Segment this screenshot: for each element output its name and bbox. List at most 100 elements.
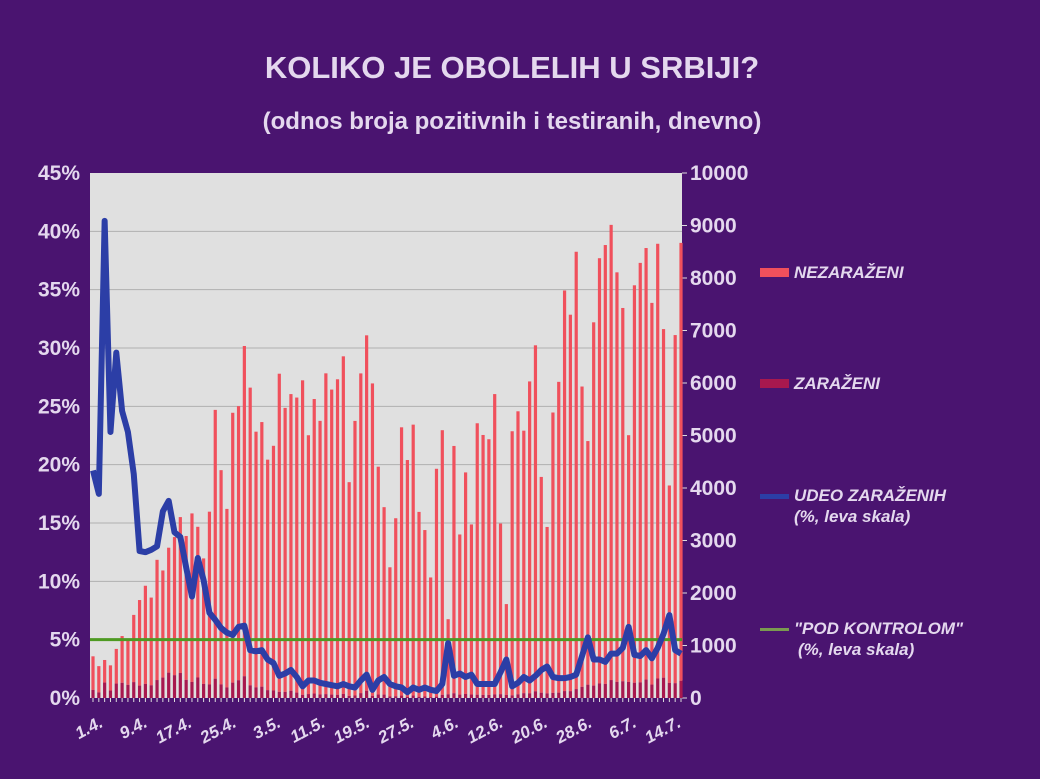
bar-zarazeni <box>289 690 293 698</box>
bar-zarazeni <box>679 680 683 698</box>
bar-zarazeni <box>283 691 287 698</box>
bar-nezarazeni <box>498 523 503 695</box>
legend-line-icon <box>760 494 789 499</box>
x-tick-label: 19.5. <box>330 713 372 748</box>
bar-nezarazeni <box>568 314 572 692</box>
bar-zarazeni <box>429 697 433 698</box>
bar-nezarazeni <box>225 508 229 688</box>
bar-zarazeni <box>656 678 660 698</box>
bar-nezarazeni <box>539 476 543 693</box>
bar-nezarazeni <box>551 412 555 693</box>
bar-zarazeni <box>580 686 584 698</box>
bar-zarazeni <box>533 691 538 698</box>
bar-nezarazeni <box>411 424 415 696</box>
bar-zarazeni <box>417 696 421 698</box>
bar-nezarazeni <box>300 380 305 695</box>
bar-nezarazeni <box>260 422 264 687</box>
bar-zarazeni <box>213 678 217 698</box>
bar-nezarazeni <box>155 559 159 681</box>
bar-zarazeni <box>463 693 468 698</box>
bar-zarazeni <box>91 689 95 698</box>
right-tick-label: 2000 <box>690 582 737 605</box>
bar-zarazeni <box>609 680 613 698</box>
bar-nezarazeni <box>365 335 369 691</box>
right-tick-label: 5000 <box>690 425 737 448</box>
chart-title: KOLIKO JE OBOLELIH U SRBIJI? <box>264 50 760 85</box>
bar-nezarazeni <box>679 242 683 681</box>
bar-zarazeni <box>446 694 450 698</box>
bar-nezarazeni <box>574 251 578 690</box>
bar-zarazeni <box>405 696 409 698</box>
bar-zarazeni <box>615 681 619 698</box>
bar-nezarazeni <box>341 356 345 694</box>
right-tick-label: 7000 <box>690 320 737 343</box>
bar-nezarazeni <box>277 373 281 692</box>
bar-zarazeni <box>592 685 596 698</box>
bar-zarazeni <box>347 695 351 698</box>
bar-nezarazeni <box>562 290 567 692</box>
bar-zarazeni <box>300 694 305 698</box>
bar-zarazeni <box>178 673 182 698</box>
left-tick-label: 5% <box>50 629 81 652</box>
right-tick-label: 3000 <box>690 530 737 553</box>
bar-zarazeni <box>219 684 223 698</box>
bar-zarazeni <box>487 694 491 698</box>
bar-zarazeni <box>254 687 258 698</box>
bar-nezarazeni <box>673 335 677 684</box>
bar-zarazeni <box>236 680 241 698</box>
bar-nezarazeni <box>632 285 637 683</box>
bar-nezarazeni <box>452 445 456 694</box>
bar-zarazeni <box>132 682 136 698</box>
bar-nezarazeni <box>440 430 444 695</box>
bar-nezarazeni <box>429 577 433 698</box>
bar-zarazeni <box>597 683 602 698</box>
bar-zarazeni <box>126 684 130 698</box>
bar-zarazeni <box>528 693 532 698</box>
bar-nezarazeni <box>254 431 258 688</box>
bar-zarazeni <box>574 689 578 698</box>
bar-zarazeni <box>481 694 485 698</box>
bar-nezarazeni <box>330 389 334 695</box>
bar-nezarazeni <box>545 526 549 694</box>
bar-nezarazeni <box>504 604 508 695</box>
bar-nezarazeni <box>242 345 246 677</box>
bar-nezarazeni <box>137 600 142 686</box>
bar-nezarazeni <box>463 472 468 694</box>
bar-nezarazeni <box>423 530 427 697</box>
legend-swatch-icon <box>760 268 789 277</box>
bar-nezarazeni <box>283 407 287 692</box>
bar-nezarazeni <box>650 302 654 685</box>
bar-zarazeni <box>137 685 142 698</box>
left-tick-label: 35% <box>38 279 80 302</box>
bar-zarazeni <box>667 682 671 698</box>
bar-nezarazeni <box>126 640 130 685</box>
bar-nezarazeni <box>231 412 235 683</box>
x-tick-label: 17.4. <box>152 713 194 748</box>
bar-zarazeni <box>516 694 520 698</box>
bar-zarazeni <box>370 695 375 698</box>
x-tick-label: 1.4. <box>72 713 106 743</box>
right-tick-label: 8000 <box>690 267 737 290</box>
legend-label: UDEO ZARAŽENIH <box>794 486 947 505</box>
bar-zarazeni <box>650 684 654 698</box>
bar-zarazeni <box>423 696 427 698</box>
legend-label: "POD KONTROLOM" <box>794 619 964 638</box>
bar-zarazeni <box>184 679 188 698</box>
bar-zarazeni <box>242 676 246 698</box>
bar-nezarazeni <box>219 470 223 685</box>
right-tick-label: 4000 <box>690 477 737 500</box>
bar-zarazeni <box>440 694 444 698</box>
x-tick-label: 11.5. <box>287 713 328 747</box>
bar-zarazeni <box>207 684 212 698</box>
bar-zarazeni <box>638 682 642 698</box>
bar-nezarazeni <box>120 636 124 683</box>
bar-zarazeni <box>341 693 345 698</box>
bar-zarazeni <box>411 695 415 698</box>
bar-nezarazeni <box>103 659 107 683</box>
bar-zarazeni <box>522 693 526 698</box>
bar-nezarazeni <box>603 245 607 684</box>
x-tick-label: 28.6. <box>552 713 595 748</box>
bar-zarazeni <box>103 682 107 698</box>
bar-nezarazeni <box>458 534 462 695</box>
